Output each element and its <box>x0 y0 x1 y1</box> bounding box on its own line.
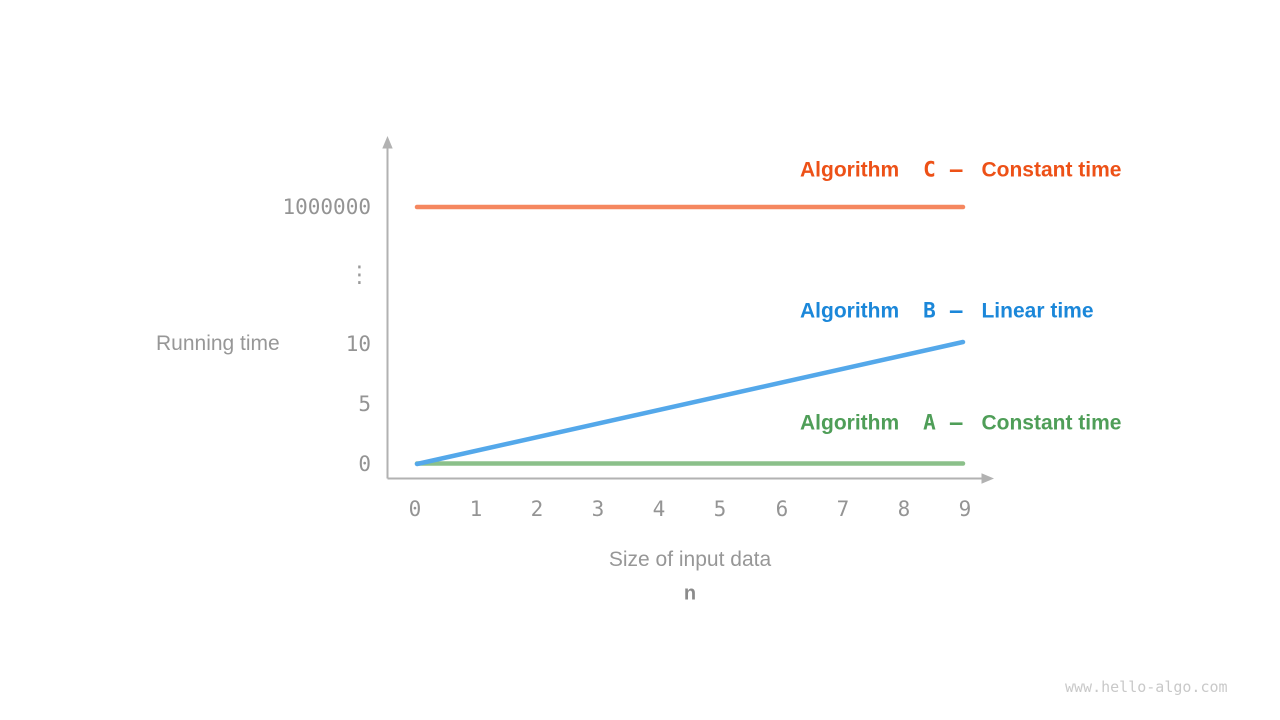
legend-a-word: Algorithm <box>800 411 900 435</box>
y-axis-arrow-icon <box>382 136 393 149</box>
legend-algorithm-a: Algorithm A — Constant time <box>800 411 1121 436</box>
y-tick-0: 0 <box>358 452 371 476</box>
x-tick-5: 5 <box>713 497 727 521</box>
x-axis-title: Size of input data <box>608 548 772 571</box>
y-axis-title: Running time <box>156 332 280 355</box>
legend-b-letter: B <box>923 298 936 323</box>
legend-a-letter: A <box>923 410 936 435</box>
x-axis-variable: n <box>683 582 697 605</box>
legend-b-word: Algorithm <box>800 299 900 323</box>
x-tick-0: 0 <box>408 497 422 521</box>
x-tick-7: 7 <box>836 497 850 521</box>
legend-c-dash: — <box>949 157 963 182</box>
legend-c-description: Constant time <box>981 158 1122 182</box>
x-tick-4: 4 <box>652 497 666 521</box>
x-tick-8: 8 <box>897 497 911 521</box>
x-tick-6: 6 <box>775 497 789 521</box>
line-algorithm-b <box>414 339 966 467</box>
y-tick-5: 5 <box>358 392 371 416</box>
y-axis-break-ellipsis: ⋮ <box>348 262 371 288</box>
legend-b-dash: — <box>949 298 963 323</box>
y-tick-10: 10 <box>345 332 371 356</box>
legend-c-letter: C <box>923 157 936 182</box>
watermark: www.hello-algo.com <box>1065 678 1228 696</box>
legend-algorithm-b: Algorithm B — Linear time <box>800 299 1094 324</box>
legend-c-word: Algorithm <box>800 158 900 182</box>
y-tick-1000000: 1000000 <box>282 195 371 219</box>
x-tick-1: 1 <box>469 497 483 521</box>
legend-a-description: Constant time <box>981 411 1122 435</box>
x-axis-arrow-icon <box>981 473 994 484</box>
x-tick-3: 3 <box>591 497 605 521</box>
legend-a-dash: — <box>949 410 963 435</box>
x-tick-2: 2 <box>530 497 544 521</box>
legend-algorithm-c: Algorithm C — Constant time <box>800 158 1121 183</box>
x-tick-9: 9 <box>958 497 972 521</box>
legend-b-description: Linear time <box>981 299 1094 323</box>
